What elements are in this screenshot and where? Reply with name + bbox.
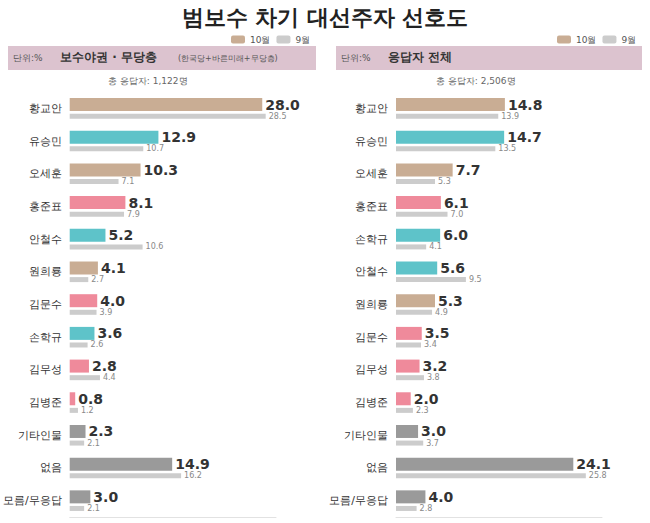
svg-text:28.0: 28.0 <box>265 97 300 113</box>
svg-text:없음: 없음 <box>40 461 62 474</box>
svg-text:원희룡: 원희룡 <box>29 265 62 278</box>
svg-text:단위:%: 단위:% <box>13 53 43 63</box>
svg-text:24.1: 24.1 <box>576 456 611 472</box>
svg-text:14.9: 14.9 <box>175 456 210 472</box>
svg-text:원희룡: 원희룡 <box>355 298 388 311</box>
svg-text:3.9: 3.9 <box>100 308 113 317</box>
svg-text:홍준표: 홍준표 <box>355 200 388 213</box>
svg-text:2.8: 2.8 <box>420 504 433 513</box>
svg-text:16.2: 16.2 <box>184 471 202 480</box>
svg-text:홍준표: 홍준표 <box>29 200 62 213</box>
svg-text:7.1: 7.1 <box>122 177 135 186</box>
svg-text:1.2: 1.2 <box>81 406 94 415</box>
svg-text:8.1: 8.1 <box>128 195 153 211</box>
svg-text:10.7: 10.7 <box>146 144 164 153</box>
svg-text:10월: 10월 <box>576 35 596 45</box>
svg-text:4.4: 4.4 <box>103 373 116 382</box>
svg-text:오세훈: 오세훈 <box>355 167 388 180</box>
svg-text:9월: 9월 <box>621 35 636 45</box>
svg-text:유승민: 유승민 <box>29 135 62 148</box>
svg-text:기타인물: 기타인물 <box>344 429 388 442</box>
svg-text:김문수: 김문수 <box>355 331 388 344</box>
svg-text:4.0: 4.0 <box>428 489 453 505</box>
svg-text:2.1: 2.1 <box>87 439 100 448</box>
svg-text:없음: 없음 <box>366 461 388 474</box>
svg-text:손학규: 손학규 <box>355 233 388 246</box>
svg-text:5.3: 5.3 <box>438 293 463 309</box>
svg-text:28.5: 28.5 <box>269 112 287 121</box>
svg-text:3.2: 3.2 <box>423 358 448 374</box>
svg-text:김병준: 김병준 <box>29 396 62 409</box>
svg-text:황교안: 황교안 <box>29 102 62 115</box>
svg-text:김무성: 김무성 <box>29 363 62 376</box>
svg-text:10.3: 10.3 <box>144 162 179 178</box>
svg-text:0.8: 0.8 <box>78 391 103 407</box>
svg-text:12.9: 12.9 <box>161 129 196 145</box>
svg-text:25.8: 25.8 <box>589 471 607 480</box>
svg-text:2.8: 2.8 <box>92 358 117 374</box>
svg-text:14.8: 14.8 <box>508 97 543 113</box>
svg-text:유승민: 유승민 <box>355 135 388 148</box>
svg-text:4.0: 4.0 <box>100 293 125 309</box>
svg-text:3.8: 3.8 <box>427 373 440 382</box>
svg-text:총 응답자: 2,506명: 총 응답자: 2,506명 <box>436 76 516 86</box>
svg-text:김무성: 김무성 <box>355 363 388 376</box>
svg-text:10월: 10월 <box>250 35 270 45</box>
svg-text:응답자 전체: 응답자 전체 <box>388 50 452 64</box>
svg-text:2.6: 2.6 <box>91 340 104 349</box>
svg-text:2.0: 2.0 <box>414 391 439 407</box>
svg-text:손학규: 손학규 <box>29 331 62 344</box>
svg-text:모름/무응답: 모름/무응답 <box>329 494 388 507</box>
svg-text:안철수: 안철수 <box>29 233 62 246</box>
svg-text:보수야권 · 무당층: 보수야권 · 무당층 <box>60 50 157 64</box>
svg-text:7.9: 7.9 <box>127 210 140 219</box>
svg-text:3.4: 3.4 <box>424 340 437 349</box>
svg-text:5.2: 5.2 <box>108 227 133 243</box>
svg-text:7.0: 7.0 <box>451 210 464 219</box>
svg-text:4.1: 4.1 <box>429 242 442 251</box>
svg-text:3.0: 3.0 <box>93 489 118 505</box>
svg-text:10.6: 10.6 <box>146 242 164 251</box>
svg-text:오세훈: 오세훈 <box>29 167 62 180</box>
svg-text:5.3: 5.3 <box>438 177 451 186</box>
svg-text:단위:%: 단위:% <box>341 53 371 63</box>
svg-text:3.6: 3.6 <box>97 325 122 341</box>
svg-text:13.9: 13.9 <box>501 112 519 121</box>
svg-text:9월: 9월 <box>295 35 310 45</box>
svg-text:(한국당+바른미래+무당층): (한국당+바른미래+무당층) <box>178 54 278 63</box>
svg-text:4.9: 4.9 <box>435 308 448 317</box>
svg-text:총 응답자: 1,122명: 총 응답자: 1,122명 <box>108 76 188 86</box>
svg-text:2.3: 2.3 <box>89 423 114 439</box>
svg-text:황교안: 황교안 <box>355 102 388 115</box>
svg-text:김병준: 김병준 <box>355 396 388 409</box>
svg-text:14.7: 14.7 <box>507 129 542 145</box>
svg-text:범보수 차기 대선주자 선호도: 범보수 차기 대선주자 선호도 <box>182 5 469 30</box>
svg-text:안철수: 안철수 <box>355 265 388 278</box>
svg-text:3.0: 3.0 <box>421 423 446 439</box>
svg-text:김문수: 김문수 <box>29 298 62 311</box>
svg-text:기타인물: 기타인물 <box>18 429 62 442</box>
svg-text:9.5: 9.5 <box>469 275 482 284</box>
svg-text:6.1: 6.1 <box>444 195 469 211</box>
svg-text:3.5: 3.5 <box>425 325 450 341</box>
svg-text:4.1: 4.1 <box>101 260 126 276</box>
svg-text:모름/무응답: 모름/무응답 <box>3 494 62 507</box>
svg-text:3.7: 3.7 <box>426 439 439 448</box>
svg-text:7.7: 7.7 <box>456 162 481 178</box>
svg-text:2.3: 2.3 <box>416 406 429 415</box>
svg-text:6.0: 6.0 <box>443 227 468 243</box>
svg-text:2.1: 2.1 <box>87 504 100 513</box>
svg-text:13.5: 13.5 <box>498 144 516 153</box>
svg-text:5.6: 5.6 <box>440 260 465 276</box>
svg-text:2.7: 2.7 <box>91 275 104 284</box>
